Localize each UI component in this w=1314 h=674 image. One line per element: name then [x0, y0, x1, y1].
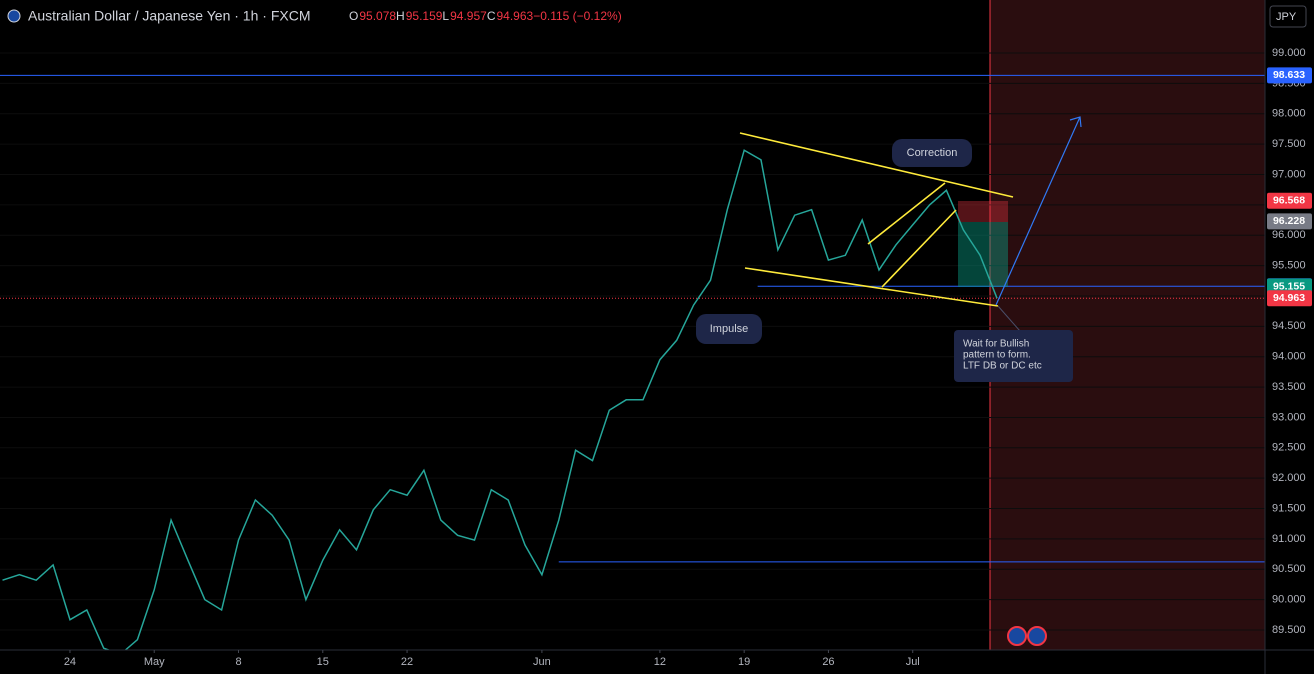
y-tick-label: 94.000: [1272, 351, 1306, 363]
y-tick-label: 92.000: [1272, 472, 1306, 484]
event-icon[interactable]: [1027, 626, 1047, 646]
ohlc-part: −0.115 (−0.12%): [533, 9, 622, 23]
y-tick-label: 90.500: [1272, 563, 1306, 575]
annotation: pattern to form.: [963, 350, 1031, 361]
y-tick-label: 97.000: [1272, 168, 1306, 180]
reward-box: [958, 222, 1008, 287]
x-tick-label: 12: [654, 656, 666, 668]
y-tick-label: 92.500: [1272, 442, 1306, 454]
annotation: Correction: [907, 147, 958, 159]
price-badge-label: 98.633: [1273, 69, 1305, 81]
annotation: Impulse: [710, 323, 749, 335]
x-tick-label: 8: [235, 656, 241, 668]
risk-box: [958, 201, 1008, 222]
y-tick-label: 93.000: [1272, 411, 1306, 423]
ohlc-part: H: [396, 9, 405, 23]
event-icon[interactable]: [1007, 626, 1027, 646]
price-badge-label: 96.228: [1273, 215, 1305, 227]
ohlc-part: O: [349, 9, 358, 23]
pattern-lines: [739, 132, 1014, 307]
callout: [696, 314, 762, 344]
currency[interactable]: JPY: [1276, 11, 1297, 23]
price-badge: [1267, 213, 1312, 230]
y-tick-label: 99.000: [1272, 47, 1306, 59]
price-badge-label: 94.963: [1273, 292, 1305, 304]
ohlc: O95.078H95.159L94.957C94.963−0.115 (−0.1…: [349, 9, 622, 23]
ohlc-part: 95.078: [359, 9, 396, 23]
price-line: [2, 149, 998, 656]
ohlc-part: L: [442, 9, 449, 23]
plot: [2, 149, 998, 656]
y-tick-label: 98.000: [1272, 108, 1306, 120]
annotation: LTF DB or DC etc: [963, 361, 1042, 372]
x-tick-label: Jun: [533, 656, 551, 668]
y-tick-label: 95.500: [1272, 260, 1306, 272]
shaded-zone: [990, 0, 1265, 650]
x-tick-label: 26: [822, 656, 834, 668]
x-tick-label: 24: [64, 656, 76, 668]
ohlc-part: 94.957: [450, 9, 487, 23]
y-tick-label: 90.000: [1272, 594, 1306, 606]
currency-button[interactable]: [1269, 5, 1307, 28]
x-tick-label: 15: [317, 656, 329, 668]
trendline: [739, 132, 1014, 198]
symbol-icon: [7, 9, 21, 23]
x-tick-label: 22: [401, 656, 413, 668]
price-axis: [1265, 0, 1314, 674]
callout: [892, 139, 972, 167]
ohlc-part: 95.159: [406, 9, 443, 23]
price-badge-label: 96.568: [1273, 195, 1305, 207]
ohlc-part: C: [487, 9, 496, 23]
price-badge: [1267, 290, 1312, 307]
ohlc-part: 94.963: [496, 9, 533, 23]
trendline: [867, 182, 946, 245]
y-tick-label: 93.500: [1272, 381, 1306, 393]
y-tick-label: 91.500: [1272, 502, 1306, 514]
levels: [0, 74, 1265, 563]
trendline: [744, 267, 999, 307]
x-tick-label: Jul: [906, 656, 920, 668]
x-tick-label: May: [144, 656, 165, 668]
annotation: Wait for Bullish: [963, 339, 1029, 350]
price-badge: [1267, 67, 1312, 84]
price-badge-label: 95.155: [1273, 280, 1305, 292]
x-tick-label: 19: [738, 656, 750, 668]
y-tick-label: 89.500: [1272, 624, 1306, 636]
arrow-head: [1069, 116, 1082, 128]
y-tick-label: 94.500: [1272, 320, 1306, 332]
trendline: [881, 209, 957, 288]
y-tick-label: 91.000: [1272, 533, 1306, 545]
arrow: [995, 116, 1082, 306]
x-axis: 24 May 8 15 22 Jun 12 19 26 Jul: [64, 650, 920, 668]
price-badge: [1267, 192, 1312, 209]
time-axis: [0, 650, 1265, 674]
arrow-line: [995, 116, 1081, 306]
callout: [954, 330, 1073, 382]
callout-pointer: [997, 305, 1021, 332]
y-tick-label: 97.500: [1272, 138, 1306, 150]
chart-title: Australian Dollar / Japanese Yen · 1h · …: [28, 8, 310, 24]
y-tick-label: 96.000: [1272, 229, 1306, 241]
